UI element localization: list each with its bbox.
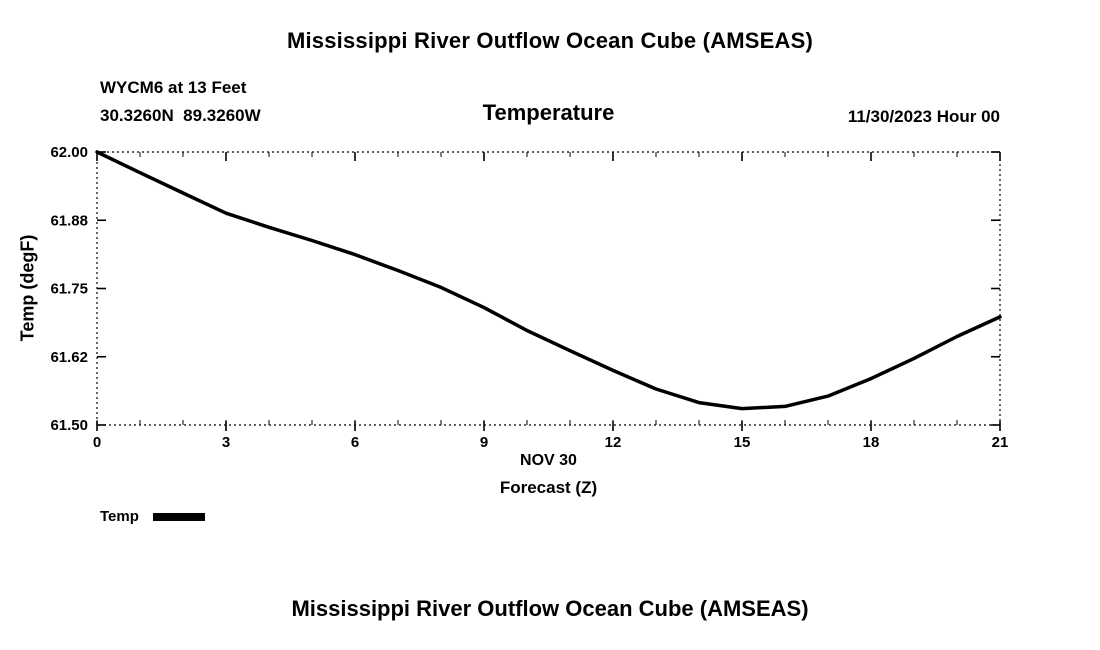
x-tick-label: 21: [992, 434, 1009, 451]
station-coordinates: 30.3260N 89.3260W: [100, 106, 261, 125]
y-tick-label: 61.88: [50, 212, 88, 229]
y-tick-label: 61.50: [50, 417, 88, 434]
x-tick-label: 15: [734, 434, 751, 451]
x-tick-label: 6: [351, 434, 359, 451]
x-tick-label: 9: [480, 434, 488, 451]
y-tick-label: 61.62: [50, 349, 88, 366]
x-tick-label: 18: [863, 434, 880, 451]
legend: Temp: [100, 508, 205, 525]
legend-label: Temp: [100, 508, 139, 525]
x-tick-label: 0: [93, 434, 101, 451]
second-chart-title: Mississippi River Outflow Ocean Cube (AM…: [291, 596, 809, 621]
y-tick-label: 61.75: [50, 281, 88, 298]
station-name: WYCM6 at 13 Feet: [100, 78, 247, 97]
y-axis-label: Temp (degF): [17, 234, 38, 342]
x-tick-label: 3: [222, 434, 230, 451]
page-title: Mississippi River Outflow Ocean Cube (AM…: [286, 28, 814, 53]
plot-frame: [96, 151, 1001, 426]
temperature-line: [95, 150, 1002, 411]
x-tick-label: 12: [605, 434, 622, 451]
x-axis-date-label: NOV 30: [520, 452, 577, 469]
forecast-datetime: 11/30/2023 Hour 00: [847, 107, 1000, 126]
y-tick-label: 62.00: [50, 144, 88, 161]
x-axis-label: Forecast (Z): [499, 478, 598, 497]
chart-title: Temperature: [482, 100, 615, 125]
legend-line-swatch: [152, 512, 205, 521]
